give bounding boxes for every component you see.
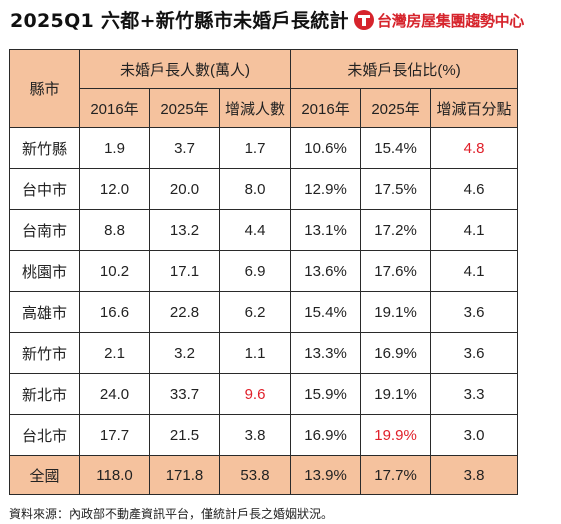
- header-city: 縣市: [9, 49, 80, 128]
- table-cell: 12.9%: [290, 168, 362, 210]
- table-row: 新竹市 2.1 3.2 1.1 13.3% 16.9% 3.6: [9, 332, 519, 374]
- table-cell: 1.7: [218, 127, 292, 169]
- table-cell: 13.3%: [290, 332, 362, 374]
- table-cell: 3.7: [149, 127, 220, 169]
- table-cell: 2.1: [79, 332, 150, 374]
- table-cell: 24.0: [79, 373, 150, 415]
- table-cell: 3.6: [430, 332, 519, 374]
- table-cell: 3.6: [430, 291, 519, 333]
- table-cell: 3.8: [218, 414, 292, 456]
- table-row: 高雄市 16.6 22.8 6.2 15.4% 19.1% 3.6: [9, 291, 519, 333]
- table-cell: 10.6%: [290, 127, 362, 169]
- table-cell: 16.9%: [290, 414, 362, 456]
- table-cell: 33.7: [149, 373, 220, 415]
- table-row: 台中市 12.0 20.0 8.0 12.9% 17.5% 4.6: [9, 168, 519, 210]
- table-cell: 171.8: [149, 455, 220, 495]
- statistics-table: 縣市 未婚戶長人數(萬人) 未婚戶長佔比(%) 2016年 2025年 增減人數…: [9, 49, 519, 495]
- table-cell: 4.1: [430, 250, 519, 292]
- table-cell: 17.6%: [360, 250, 432, 292]
- table-row: 台北市 17.7 21.5 3.8 16.9% 19.9% 3.0: [9, 414, 519, 456]
- table-cell: 6.2: [218, 291, 292, 333]
- table-cell: 20.0: [149, 168, 220, 210]
- table-cell: 8.0: [218, 168, 292, 210]
- table-cell-highlight: 9.6: [218, 373, 292, 415]
- city-name-total: 全國: [9, 455, 80, 495]
- city-name: 高雄市: [9, 291, 80, 333]
- brand-logo: 台灣房屋集團趨勢中心: [354, 8, 546, 32]
- table-cell-highlight: 4.8: [430, 127, 519, 169]
- page-title: 2025Q1 六都+新竹縣市未婚戶長統計: [10, 10, 349, 32]
- header-share-change: 增減百分點: [430, 88, 519, 128]
- header-count-2025: 2025年: [149, 88, 220, 128]
- table-row: 台南市 8.8 13.2 4.4 13.1% 17.2% 4.1: [9, 209, 519, 251]
- table-cell-highlight: 19.9%: [360, 414, 432, 456]
- table-cell: 53.8: [218, 455, 292, 495]
- table-cell: 118.0: [79, 455, 150, 495]
- table-row: 新北市 24.0 33.7 9.6 15.9% 19.1% 3.3: [9, 373, 519, 415]
- table-cell: 21.5: [149, 414, 220, 456]
- city-name: 新竹縣: [9, 127, 80, 169]
- header-share-2016: 2016年: [290, 88, 362, 128]
- table-cell: 17.7%: [360, 455, 432, 495]
- header-group-count: 未婚戶長人數(萬人): [78, 49, 292, 89]
- city-name: 新竹市: [9, 332, 80, 374]
- taiwan-realty-logo-icon: [354, 10, 374, 30]
- city-name: 新北市: [9, 373, 80, 415]
- table-cell: 17.7: [79, 414, 150, 456]
- table-cell: 17.5%: [360, 168, 432, 210]
- table-cell: 17.2%: [360, 209, 432, 251]
- table-cell: 4.4: [218, 209, 292, 251]
- header-count-2016: 2016年: [79, 88, 150, 128]
- table-row: 桃園市 10.2 17.1 6.9 13.6% 17.6% 4.1: [9, 250, 519, 292]
- table-cell: 19.1%: [360, 291, 432, 333]
- city-name: 台南市: [9, 209, 80, 251]
- table-cell: 15.4%: [290, 291, 362, 333]
- table-cell: 13.6%: [290, 250, 362, 292]
- table-cell: 17.1: [149, 250, 220, 292]
- table-cell: 3.8: [430, 455, 519, 495]
- table-cell: 16.6: [79, 291, 150, 333]
- source-note: 資料來源：內政部不動產資訊平台，僅統計戶長之婚姻狀況。: [9, 507, 334, 521]
- table-cell: 19.1%: [360, 373, 432, 415]
- table-row-total: 全國 118.0 171.8 53.8 13.9% 17.7% 3.8: [9, 455, 519, 495]
- table-cell: 1.9: [79, 127, 150, 169]
- header-share-2025: 2025年: [360, 88, 432, 128]
- table-cell: 1.1: [218, 332, 292, 374]
- table-cell: 8.8: [79, 209, 150, 251]
- table-cell: 4.1: [430, 209, 519, 251]
- table-cell: 3.2: [149, 332, 220, 374]
- table-cell: 6.9: [218, 250, 292, 292]
- table-cell: 15.4%: [360, 127, 432, 169]
- city-name: 桃園市: [9, 250, 80, 292]
- header-count-change: 增減人數: [218, 88, 292, 128]
- table-cell: 13.1%: [290, 209, 362, 251]
- table-cell: 3.0: [430, 414, 519, 456]
- table-cell: 16.9%: [360, 332, 432, 374]
- table-cell: 22.8: [149, 291, 220, 333]
- table-cell: 12.0: [79, 168, 150, 210]
- table-cell: 13.2: [149, 209, 220, 251]
- city-name: 台中市: [9, 168, 80, 210]
- table-cell: 15.9%: [290, 373, 362, 415]
- table-cell: 13.9%: [290, 455, 362, 495]
- table-cell: 10.2: [79, 250, 150, 292]
- header-group-share: 未婚戶長佔比(%): [290, 49, 519, 89]
- table-cell: 4.6: [430, 168, 519, 210]
- table-row: 新竹縣 1.9 3.7 1.7 10.6% 15.4% 4.8: [9, 127, 519, 169]
- brand-name: 台灣房屋集團趨勢中心: [377, 11, 525, 30]
- table-cell: 3.3: [430, 373, 519, 415]
- city-name: 台北市: [9, 414, 80, 456]
